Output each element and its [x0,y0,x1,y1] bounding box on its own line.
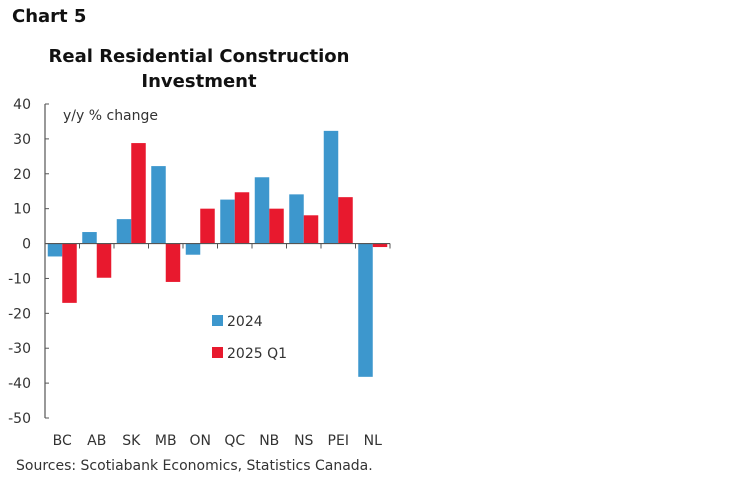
bar-2025-q1-ab [96,243,112,278]
bar-2024-pei [323,130,339,244]
y-tick-label: -20 [8,306,31,322]
y-tick-label: -50 [8,411,31,427]
y-axis: 40 30 20 10 0 -10 -20 -30 -40 -50 [8,97,49,427]
bar-2025-q1-nl [372,243,388,248]
chart-title-line-1: Real Residential Construction [49,46,350,67]
bar-2025-q1-ns [303,215,319,244]
y-tick-label: -40 [8,376,31,392]
legend-label: 2024 [227,314,263,330]
legend-swatch [212,315,223,326]
bar-2025-q1-bc [62,243,77,303]
legend-swatch [212,347,223,358]
x-tick-label: SK [122,433,141,449]
bar-2025-q1-mb [165,243,181,282]
x-tick-label: NB [259,433,279,449]
bar-2024-ab [82,232,97,244]
chart-title-line-2: Investment [141,71,257,92]
legend: 2024 2025 Q1 [212,314,287,362]
bar-2025-q1-on [200,208,215,244]
y-tick-label: -10 [8,271,31,287]
bar-2024-nl [358,243,373,377]
y-tick-label: 10 [13,202,31,218]
bars [47,130,388,377]
bar-2024-ns [289,194,304,244]
bar-2024-sk [116,219,132,244]
y-tick-label: 30 [13,132,31,148]
y-tick-label: -30 [8,341,31,357]
bar-2024-bc [47,243,63,257]
bar-2025-q1-qc [234,192,250,244]
x-tick-label: BC [53,433,72,449]
x-tick-label: QC [224,433,245,449]
bar-2024-on [185,243,201,255]
y-axis-label: y/y % change [63,108,158,124]
x-tick-label: ON [190,433,212,449]
source-note: Sources: Scotiabank Economics, Statistic… [16,458,373,474]
bar-2024-nb [254,177,270,244]
x-tick-label: NL [364,433,382,449]
y-tick-label: 20 [13,167,31,183]
y-tick-label: 40 [13,97,31,113]
x-tick-label: PEI [328,433,349,449]
bar-2025-q1-nb [269,208,284,244]
x-tick-label: MB [155,433,177,449]
bar-2025-q1-pei [338,197,353,244]
bar-2024-qc [220,199,235,244]
chart-number: Chart 5 [12,6,86,27]
y-tick-label: 0 [22,237,31,253]
x-axis: BC AB SK MB ON QC NB NS PEI NL [44,242,391,449]
bar-2025-q1-sk [131,143,146,244]
legend-label: 2025 Q1 [227,346,287,362]
x-tick-label: AB [87,433,106,449]
x-tick-label: NS [294,433,313,449]
bar-2024-mb [151,166,166,244]
